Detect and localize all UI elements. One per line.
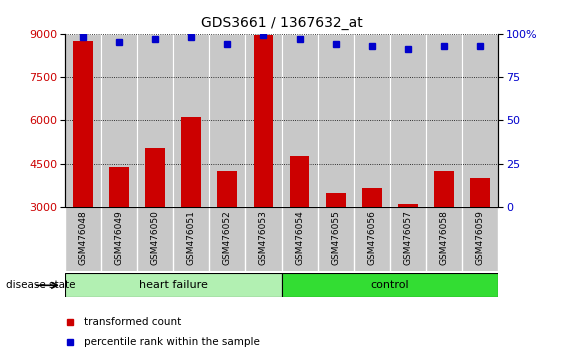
- Text: GSM476056: GSM476056: [367, 210, 376, 265]
- Text: GSM476059: GSM476059: [476, 210, 485, 265]
- Bar: [173, 34, 209, 207]
- Bar: [65, 34, 101, 207]
- Text: GSM476050: GSM476050: [150, 210, 159, 265]
- Text: GSM476048: GSM476048: [78, 210, 87, 265]
- Bar: [209, 34, 245, 207]
- Bar: [434, 171, 454, 207]
- Text: GSM476055: GSM476055: [331, 210, 340, 265]
- Text: disease state: disease state: [6, 280, 75, 290]
- Bar: [181, 118, 201, 207]
- Text: GSM476057: GSM476057: [404, 210, 413, 265]
- Bar: [426, 34, 462, 207]
- Text: control: control: [370, 280, 409, 290]
- Bar: [470, 178, 490, 207]
- Text: GSM476052: GSM476052: [223, 210, 232, 265]
- Text: GSM476049: GSM476049: [114, 210, 123, 265]
- Bar: [101, 34, 137, 207]
- Text: GSM476051: GSM476051: [187, 210, 196, 265]
- Text: GSM476053: GSM476053: [259, 210, 268, 265]
- Bar: [318, 34, 354, 207]
- Bar: [65, 273, 282, 297]
- Text: heart failure: heart failure: [138, 280, 208, 290]
- Bar: [282, 273, 498, 297]
- Title: GDS3661 / 1367632_at: GDS3661 / 1367632_at: [200, 16, 363, 30]
- Bar: [109, 167, 129, 207]
- Bar: [362, 188, 382, 207]
- Text: GSM476054: GSM476054: [295, 210, 304, 265]
- Text: percentile rank within the sample: percentile rank within the sample: [84, 337, 260, 347]
- Bar: [217, 171, 237, 207]
- Bar: [282, 34, 318, 207]
- Bar: [289, 156, 310, 207]
- Text: transformed count: transformed count: [84, 318, 181, 327]
- Bar: [326, 193, 346, 207]
- Bar: [245, 34, 282, 207]
- Bar: [390, 34, 426, 207]
- Text: GSM476058: GSM476058: [440, 210, 449, 265]
- Bar: [145, 148, 165, 207]
- Bar: [462, 34, 498, 207]
- Bar: [354, 34, 390, 207]
- Bar: [137, 34, 173, 207]
- Bar: [73, 41, 93, 207]
- Bar: [253, 35, 274, 207]
- Bar: [398, 204, 418, 207]
